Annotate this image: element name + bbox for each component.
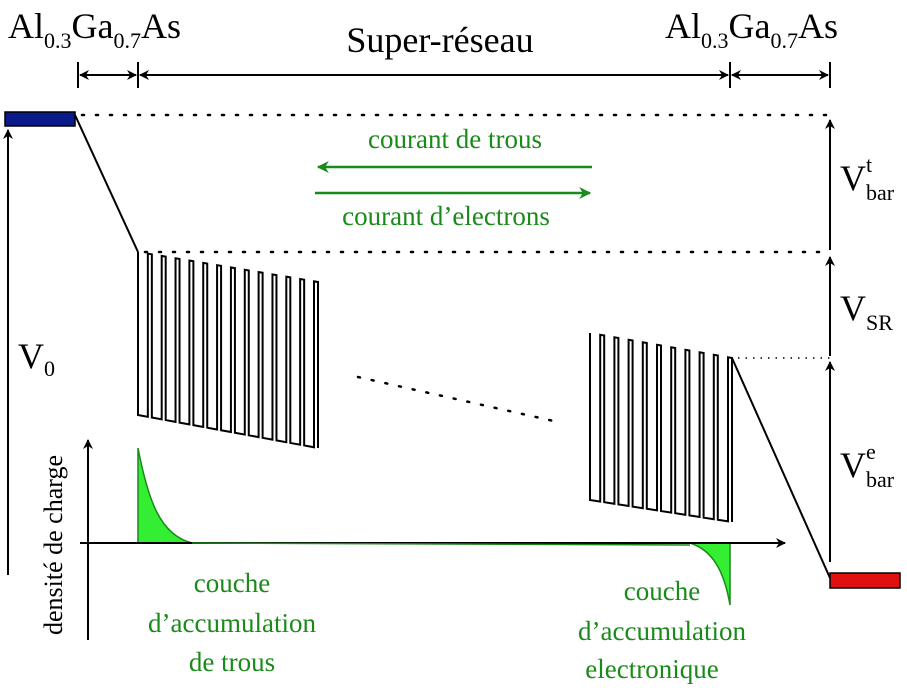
superlattice: [589, 333, 733, 523]
vsr-label: VSR: [840, 288, 893, 335]
hole-layer-label: couche d’accumulation de trous: [148, 568, 316, 677]
ellipsis: [356, 375, 560, 424]
element: As: [798, 6, 838, 46]
line: couche: [624, 576, 700, 606]
symbol: V: [18, 336, 44, 376]
electron-accumulation: [689, 542, 731, 606]
electron-layer-label: couche d’accumulation electronique: [578, 576, 746, 684]
element: As: [141, 6, 181, 46]
charge-axis-label: densité de charge: [39, 455, 68, 635]
subscript: 0.3: [44, 28, 72, 53]
right-contact: [829, 572, 901, 589]
symbol: V: [840, 445, 866, 485]
element: Ga: [729, 6, 771, 46]
barrier-slope: [74, 114, 139, 253]
subscript: bar: [866, 467, 895, 492]
superscript: e: [866, 439, 876, 464]
line: electronique: [585, 654, 718, 684]
line: de trous: [189, 647, 275, 677]
subscript: 0.7: [770, 28, 798, 53]
element: Ga: [72, 6, 114, 46]
charge-curve: [191, 542, 691, 546]
left-contact: [4, 111, 76, 127]
center-label: Super-réseau: [346, 20, 533, 60]
element: Al: [8, 6, 44, 46]
header-arrows: [77, 62, 831, 88]
hole-accumulation: [137, 447, 193, 544]
v0-label: V0: [18, 336, 55, 381]
element: Al: [665, 6, 701, 46]
subscript: 0.7: [113, 28, 141, 53]
hole-current-label: courant de trous: [368, 124, 542, 154]
electron-current-label: courant d’electrons: [342, 201, 550, 231]
subscript: 0.3: [701, 28, 729, 53]
symbol: V: [840, 158, 866, 198]
superscript: t: [866, 152, 872, 177]
superlattice: [137, 252, 319, 449]
line: couche: [194, 568, 270, 598]
line: d’accumulation: [148, 608, 316, 638]
vbar-t-label: Vt bar: [840, 152, 895, 205]
subscript: bar: [866, 180, 895, 205]
subscript: 0: [44, 356, 55, 381]
right-material: Al0.3Ga0.7As: [665, 6, 838, 53]
left-material: Al0.3Ga0.7As: [8, 6, 181, 53]
symbol: V: [840, 288, 866, 328]
vbar-e-label: Ve bar: [840, 439, 895, 492]
subscript: SR: [866, 310, 893, 335]
barrier-slope: [731, 357, 831, 579]
line: d’accumulation: [578, 616, 746, 646]
